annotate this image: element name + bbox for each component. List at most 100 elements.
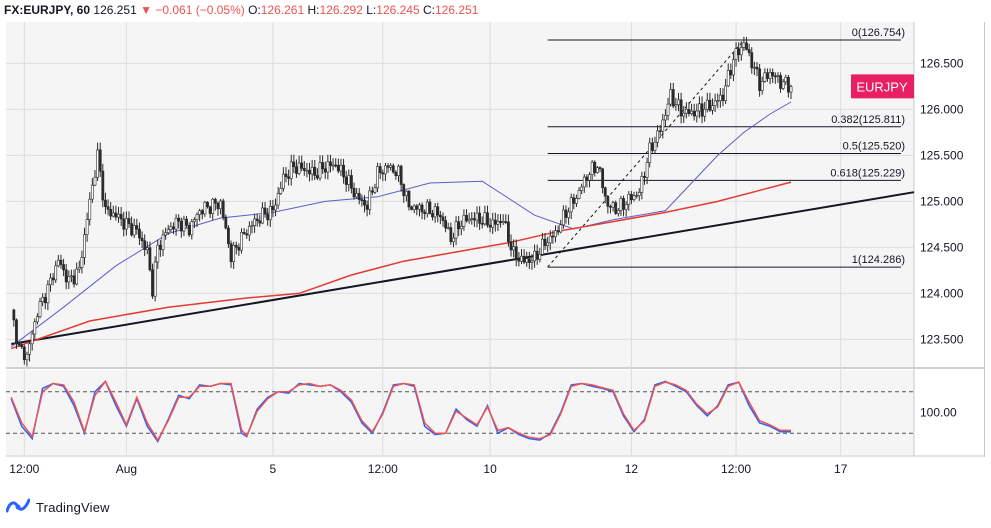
candle-down [101, 170, 105, 201]
candle-up [195, 214, 199, 220]
candle-up [582, 176, 586, 188]
candle-up [28, 343, 31, 355]
tradingview-logo-icon[interactable] [5, 498, 31, 517]
fibonacci-retracement[interactable]: 0(126.754) 0.382(125.811) 0.5(125.520) 0.61… [547, 27, 905, 268]
candle-down [386, 165, 390, 168]
candle-up [590, 161, 594, 175]
price-tick-label: 126.500 [920, 56, 964, 70]
grid [6, 22, 914, 455]
candle-up [541, 238, 544, 255]
price-tick-label: 123.500 [920, 332, 964, 346]
candle-up [240, 232, 243, 251]
candle-down [402, 184, 406, 196]
time-tick-label: 5 [270, 462, 277, 476]
candle-up [538, 254, 542, 260]
candle-up [656, 130, 659, 143]
candle-up [117, 213, 120, 218]
candle-down [360, 199, 364, 201]
time-tick-label: 12:00 [9, 462, 39, 476]
high-value: 126.292 [319, 3, 363, 17]
candle-down [140, 237, 144, 241]
price-tick-label: 124.000 [920, 286, 964, 300]
candle-down [514, 246, 518, 260]
candle-up [664, 115, 667, 121]
candle-up [124, 218, 128, 230]
candle-down [370, 190, 374, 193]
candle-down [428, 201, 432, 214]
candle-down [441, 216, 445, 221]
candle-down [315, 175, 319, 179]
candle-up [674, 104, 678, 107]
candle-up [331, 164, 335, 167]
candle-up [247, 225, 251, 236]
candle-down [98, 149, 102, 172]
candle-up [203, 201, 207, 215]
candle-up [54, 265, 58, 281]
candle-up [525, 258, 529, 263]
candle-up [25, 353, 29, 361]
candle-up [661, 119, 665, 132]
candle-down [700, 103, 704, 117]
close-value: 126.251 [435, 3, 479, 17]
candle-up [483, 212, 487, 225]
candle-up [569, 197, 573, 213]
price-tag-box [851, 74, 914, 99]
candle-down [643, 176, 646, 178]
high-label: H: [307, 3, 320, 17]
candle-down [658, 130, 662, 133]
candle-up [742, 42, 746, 48]
candle-up [575, 198, 578, 204]
candle-up [648, 142, 652, 163]
tradingview-brand[interactable]: TradingView [36, 499, 110, 515]
candle-up [768, 72, 772, 79]
candle-down [122, 218, 126, 230]
candle-down [229, 243, 233, 263]
candle-up [561, 209, 565, 226]
candle-up [56, 259, 60, 267]
candle-down [363, 199, 366, 206]
close-label: C: [423, 3, 435, 17]
candle-up [548, 235, 552, 244]
candle-down [365, 204, 369, 210]
candle-down [245, 233, 249, 236]
candle-up [724, 85, 727, 101]
candle-up [580, 186, 584, 191]
candle-up [347, 175, 351, 185]
candle-down [263, 207, 267, 215]
candle-up [512, 246, 516, 251]
candle-up [666, 103, 670, 116]
symbol-title[interactable]: FX:EURJPY, 60 [4, 3, 91, 17]
candle-down [336, 164, 340, 172]
fib-level-label: 1(124.286) [852, 254, 905, 266]
candle-up [75, 268, 79, 285]
candle-up [554, 230, 557, 238]
candle-up [261, 207, 264, 224]
candle-up [93, 176, 97, 186]
candle-down [177, 217, 181, 222]
candle-down [284, 173, 288, 178]
candle-up [695, 110, 699, 117]
candle-up [274, 204, 277, 211]
candle-down [472, 218, 476, 221]
candle-down [629, 194, 633, 200]
candle-down [444, 220, 448, 229]
candle-down [729, 70, 733, 76]
time-tick-label: 12:00 [721, 462, 751, 476]
candle-up [318, 162, 322, 179]
candle-up [559, 224, 563, 233]
candle-up [41, 297, 45, 302]
candle-down [771, 72, 775, 77]
candle-down [436, 206, 440, 216]
candle-up [404, 190, 408, 196]
last-price: 126.251 [93, 3, 137, 17]
price-tick-label: 125.500 [920, 148, 964, 162]
candle-down [478, 212, 482, 224]
candle-down [313, 166, 317, 176]
candle-up [446, 227, 450, 229]
candle-down [158, 244, 162, 250]
trendline[interactable] [11, 191, 915, 345]
candle-up [368, 190, 372, 210]
candle-down [62, 264, 65, 271]
candle-down [59, 259, 63, 265]
